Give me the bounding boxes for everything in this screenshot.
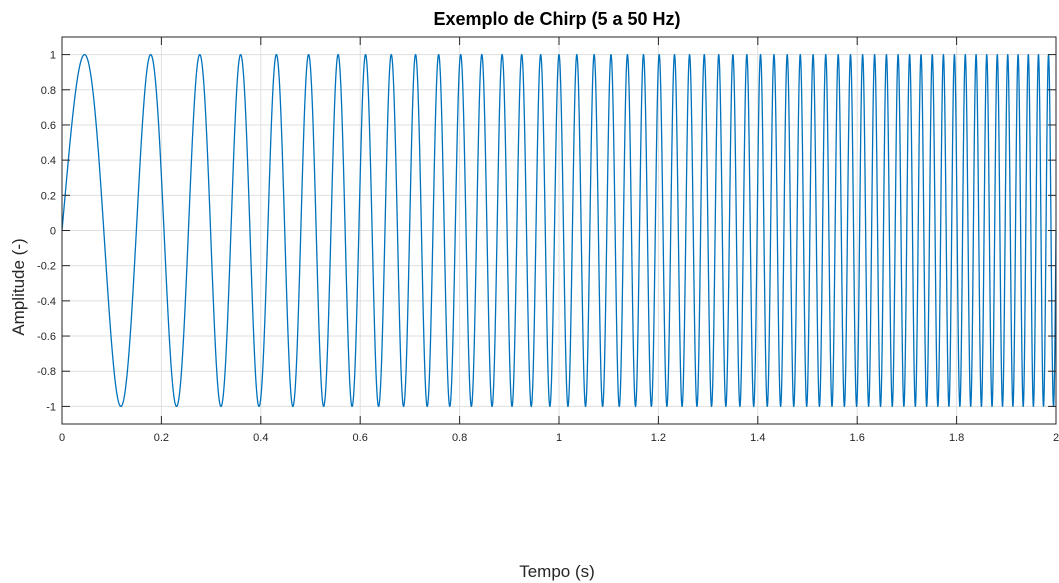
x-tick-label: 1.6 bbox=[850, 432, 865, 444]
y-tick-label: -0.2 bbox=[37, 261, 56, 273]
y-tick-label: 1 bbox=[50, 50, 56, 62]
y-tick-label: 0.8 bbox=[41, 85, 56, 97]
chirp-series-line bbox=[61, 53, 1057, 408]
y-tick-label: -0.8 bbox=[37, 366, 56, 378]
y-tick-label: 0.4 bbox=[41, 155, 56, 167]
series-layer bbox=[61, 53, 1057, 408]
x-tick-label: 2 bbox=[1053, 432, 1059, 444]
x-tick-label: 0.6 bbox=[353, 432, 368, 444]
x-tick-label: 1 bbox=[556, 432, 562, 444]
x-tick-label: 1.2 bbox=[651, 432, 666, 444]
x-tick-label: 1.4 bbox=[750, 432, 765, 444]
x-tick-labels: 0 0.2 0.4 0.6 0.8 1 1.2 1.4 1.6 1.8 2 bbox=[59, 432, 1059, 444]
y-tick-labels: 1 0.8 0.6 0.4 0.2 0 -0.2 -0.4 -0.6 -0.8 -1 bbox=[37, 50, 56, 414]
y-tick-label: 0 bbox=[50, 226, 56, 238]
x-tick-label: 1.8 bbox=[949, 432, 964, 444]
y-tick-label: -0.6 bbox=[37, 331, 56, 343]
x-tick-label: 0 bbox=[59, 432, 65, 444]
chart-title: Exemplo de Chirp (5 a 50 Hz) bbox=[433, 9, 680, 29]
y-tick-label: -1 bbox=[46, 401, 56, 413]
x-tick-label: 0.8 bbox=[452, 432, 467, 444]
y-tick-label: 0.2 bbox=[41, 190, 56, 202]
x-tick-label: 0.2 bbox=[154, 432, 169, 444]
y-axis-label: Amplitude (-) bbox=[9, 238, 28, 335]
x-tick-label: 0.4 bbox=[253, 432, 268, 444]
y-tick-label: 0.6 bbox=[41, 120, 56, 132]
y-tick-label: -0.4 bbox=[37, 296, 56, 308]
tick-marks bbox=[61, 37, 1057, 424]
grid-lines bbox=[61, 37, 1057, 424]
x-axis-label: Tempo (s) bbox=[519, 562, 595, 581]
